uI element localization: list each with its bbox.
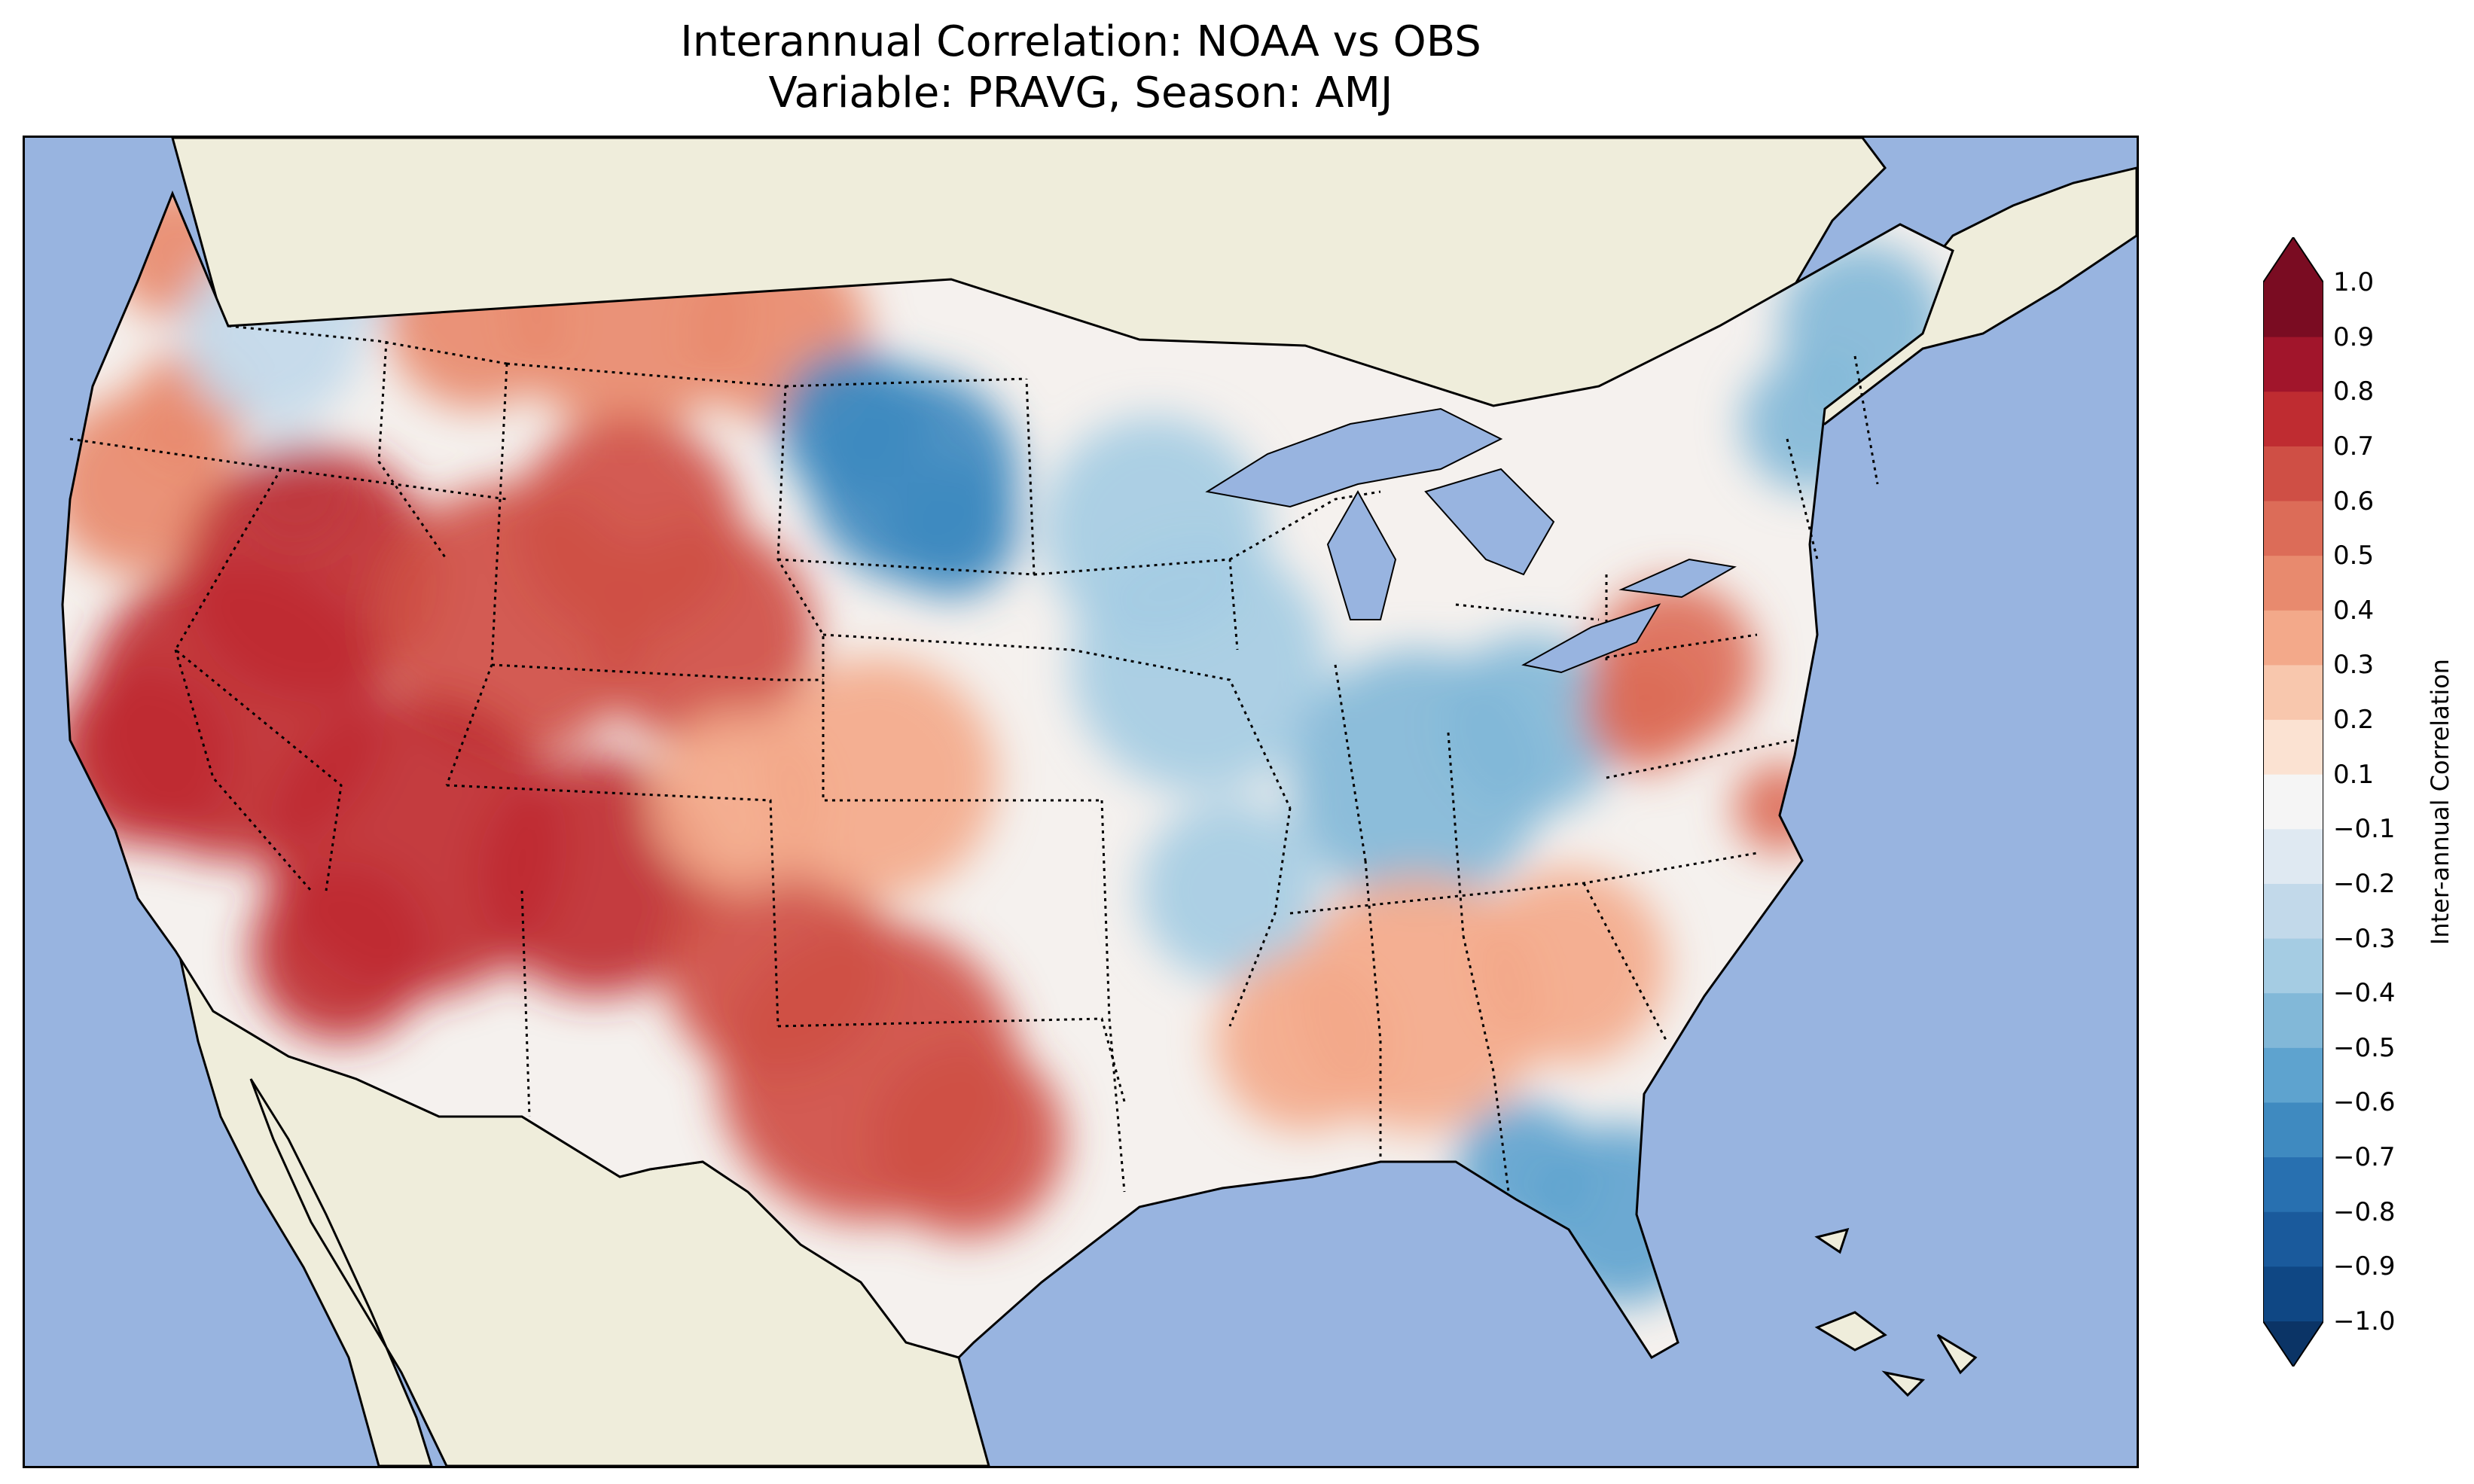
colorbar-band	[2263, 1211, 2323, 1267]
colorbar-tick-label: 0.1	[2333, 759, 2375, 790]
great-lakes	[1205, 407, 1737, 674]
state-borders	[69, 325, 1879, 1193]
colorbar-tick-label: −1.0	[2333, 1306, 2396, 1336]
colorbar-tick-label: −0.2	[2333, 868, 2396, 899]
colorbar-band	[2263, 720, 2323, 776]
correlation-field	[63, 193, 1953, 1358]
colorbar-band	[2263, 337, 2323, 392]
colorbar-tick-label: 0.5	[2333, 541, 2375, 571]
correlation-blobs	[63, 193, 1945, 1305]
colorbar-tick-label: −0.1	[2333, 814, 2396, 845]
colorbar-band	[2263, 993, 2323, 1049]
colorbar-tick-label: 0.6	[2333, 486, 2375, 517]
colorbar	[2263, 237, 2323, 1367]
colorbar-tick-label: −0.7	[2333, 1142, 2396, 1173]
correlation-region	[514, 416, 740, 642]
correlation-region	[665, 853, 891, 1079]
colorbar-tick-label: −0.6	[2333, 1087, 2396, 1118]
colorbar-tick-label: 1.0	[2333, 267, 2375, 297]
correlation-region	[778, 349, 929, 499]
colorbar-band	[2263, 1102, 2323, 1158]
correlation-region	[1471, 868, 1667, 1064]
correlation-region	[868, 1041, 1064, 1237]
map-panel	[23, 136, 2139, 1468]
colorbar-band	[2263, 1157, 2323, 1213]
colorbar-extend-max	[2263, 237, 2323, 282]
colorbar-tick-label: 0.8	[2333, 376, 2375, 407]
caribbean-islands	[1814, 1227, 1978, 1397]
colorbar-band	[2263, 501, 2323, 556]
correlation-region	[1441, 635, 1621, 815]
colorbar-tick-label: −0.4	[2333, 978, 2396, 1009]
colorbar-band	[2263, 665, 2323, 721]
colorbar-band	[2263, 829, 2323, 885]
colorbar-tick-label: 0.3	[2333, 650, 2375, 681]
colorbar-tick-label: −0.8	[2333, 1196, 2396, 1227]
colorbar-band	[2263, 556, 2323, 611]
correlation-region	[1042, 416, 1268, 642]
figure-title: Interannual Correlation: NOAA vs OBS	[680, 17, 1481, 66]
correlation-region	[183, 446, 439, 702]
colorbar-band	[2263, 282, 2323, 338]
us-coastline	[61, 190, 1954, 1360]
correlation-map	[25, 138, 2137, 1466]
colorbar-band	[2263, 610, 2323, 666]
colorbar-band	[2263, 774, 2323, 830]
colorbar-band	[2263, 392, 2323, 447]
correlation-region	[1215, 951, 1396, 1132]
colorbar-band	[2263, 938, 2323, 994]
colorbar-band	[2263, 446, 2323, 502]
colorbar-label: Inter-annual Correlation	[2426, 658, 2454, 946]
correlation-region	[1584, 650, 1704, 770]
colorbar-tick-label: 0.2	[2333, 705, 2375, 736]
colorbar-tick-label: −0.3	[2333, 923, 2396, 954]
colorbar-tick-label: 0.7	[2333, 431, 2375, 462]
figure-subtitle: Variable: PRAVG, Season: AMJ	[768, 69, 1393, 117]
colorbar-band	[2263, 1266, 2323, 1322]
correlation-region	[650, 710, 831, 891]
correlation-region	[251, 861, 432, 1041]
colorbar-tick-label: 0.4	[2333, 595, 2375, 626]
colorbar-band	[2263, 1047, 2323, 1103]
colorbar-extend-min	[2263, 1321, 2323, 1367]
colorbar-tick-label: −0.9	[2333, 1251, 2396, 1282]
correlation-region	[883, 462, 1019, 597]
colorbar-tick-label: −0.5	[2333, 1032, 2396, 1063]
colorbar-tick-label: 0.9	[2333, 321, 2375, 352]
correlation-region	[1139, 800, 1320, 981]
colorbar-band	[2263, 883, 2323, 940]
